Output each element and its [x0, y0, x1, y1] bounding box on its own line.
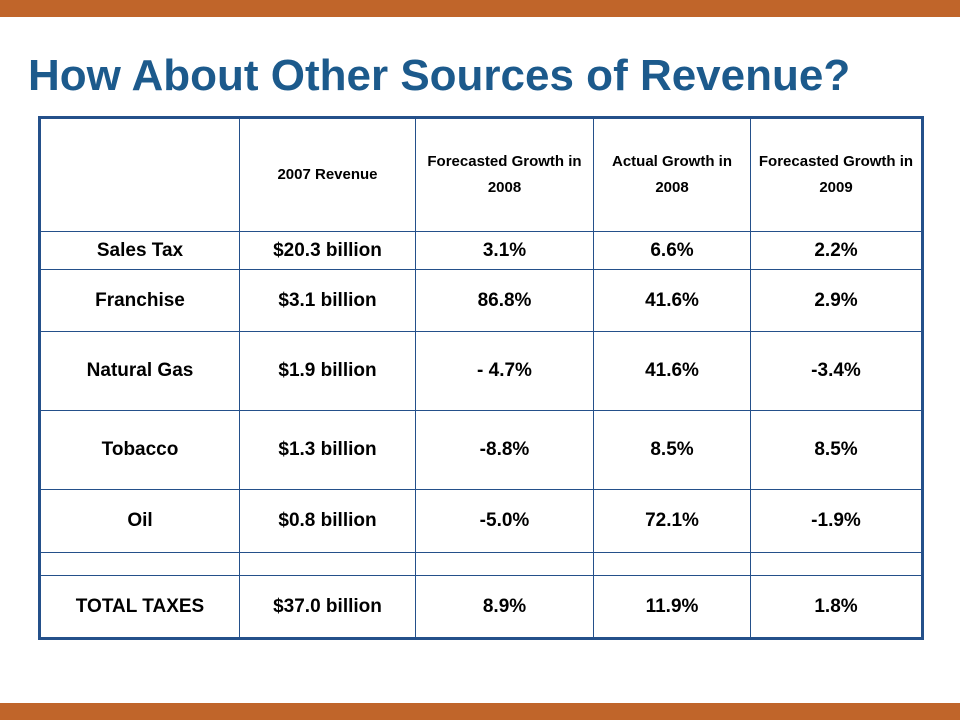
forecast-2008-cell: 8.9%: [415, 575, 594, 639]
header-cell-actual-2008: Actual Growth in 2008: [593, 117, 751, 232]
actual-2008-cell: 11.9%: [593, 575, 751, 639]
empty-cell: [415, 552, 594, 576]
revenue-table: 2007 Revenue Forecasted Growth in 2008 A…: [38, 116, 924, 640]
row-label-cell: Oil: [39, 489, 240, 553]
empty-cell: [593, 552, 751, 576]
forecast-2009-cell: -3.4%: [750, 331, 923, 411]
forecast-2008-cell: 3.1%: [415, 231, 594, 270]
actual-2008-cell: 8.5%: [593, 410, 751, 490]
header-cell-forecasted-2009: Forecasted Growth in 2009: [750, 117, 923, 232]
header-cell-blank: [39, 117, 240, 232]
row-label-cell: Franchise: [39, 269, 240, 332]
row-label-cell: Sales Tax: [39, 231, 240, 270]
actual-2008-cell: 6.6%: [593, 231, 751, 270]
table-row: Oil $0.8 billion -5.0% 72.1% -1.9%: [39, 489, 923, 553]
table-row: Sales Tax $20.3 billion 3.1% 6.6% 2.2%: [39, 231, 923, 270]
slide-title: How About Other Sources of Revenue?: [28, 51, 851, 100]
forecast-2009-cell: 2.9%: [750, 269, 923, 332]
revenue-cell: $37.0 billion: [239, 575, 416, 639]
header-cell-2007-revenue: 2007 Revenue: [239, 117, 416, 232]
top-accent-bar: [0, 0, 960, 17]
forecast-2009-cell: 8.5%: [750, 410, 923, 490]
table-row: Tobacco $1.3 billion -8.8% 8.5% 8.5%: [39, 410, 923, 490]
forecast-2008-cell: -5.0%: [415, 489, 594, 553]
row-label-cell: Natural Gas: [39, 331, 240, 411]
table-row: Franchise $3.1 billion 86.8% 41.6% 2.9%: [39, 269, 923, 332]
actual-2008-cell: 41.6%: [593, 331, 751, 411]
table-row-empty: [39, 552, 923, 576]
empty-cell: [750, 552, 923, 576]
forecast-2009-cell: 1.8%: [750, 575, 923, 639]
table-header-row: 2007 Revenue Forecasted Growth in 2008 A…: [39, 117, 923, 232]
revenue-cell: $20.3 billion: [239, 231, 416, 270]
revenue-cell: $0.8 billion: [239, 489, 416, 553]
actual-2008-cell: 72.1%: [593, 489, 751, 553]
table-row: Natural Gas $1.9 billion - 4.7% 41.6% -3…: [39, 331, 923, 411]
header-cell-forecasted-2008: Forecasted Growth in 2008: [415, 117, 594, 232]
empty-cell: [239, 552, 416, 576]
revenue-cell: $1.9 billion: [239, 331, 416, 411]
revenue-cell: $1.3 billion: [239, 410, 416, 490]
actual-2008-cell: 41.6%: [593, 269, 751, 332]
row-label-cell: TOTAL TAXES: [39, 575, 240, 639]
forecast-2009-cell: -1.9%: [750, 489, 923, 553]
row-label-cell: Tobacco: [39, 410, 240, 490]
forecast-2008-cell: -8.8%: [415, 410, 594, 490]
forecast-2009-cell: 2.2%: [750, 231, 923, 270]
table-row-total: TOTAL TAXES $37.0 billion 8.9% 11.9% 1.8…: [39, 575, 923, 639]
forecast-2008-cell: - 4.7%: [415, 331, 594, 411]
revenue-cell: $3.1 billion: [239, 269, 416, 332]
forecast-2008-cell: 86.8%: [415, 269, 594, 332]
empty-cell: [39, 552, 240, 576]
bottom-accent-bar: [0, 703, 960, 720]
